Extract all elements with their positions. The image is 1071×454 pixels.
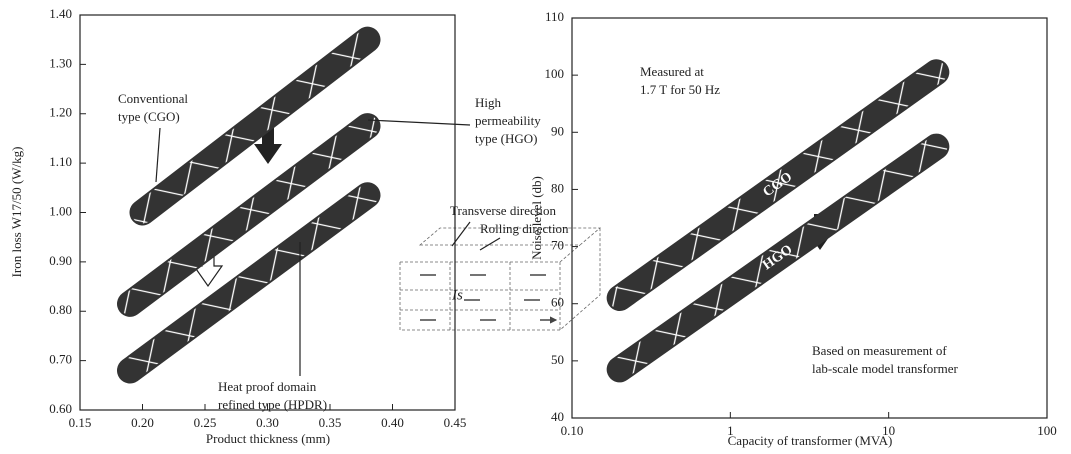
- annotation: Measured at: [640, 64, 704, 79]
- annotation: Rolling direction: [480, 221, 569, 236]
- annotation: High: [475, 95, 502, 110]
- y-tick-label: 40: [551, 409, 564, 424]
- annotation: Based on measurement of: [812, 343, 947, 358]
- domain-inset: [400, 222, 600, 330]
- figure: 0.15 0.20 0.25 0.30 0.35 0.40 0.45 0.60 0.70 0.80…: [0, 0, 1071, 454]
- x-axis-label: Product thickness (mm): [206, 431, 330, 446]
- x-tick-label: 0.35: [319, 415, 342, 430]
- annotation: type (HGO): [475, 131, 537, 146]
- annotation: Conventional: [118, 91, 188, 106]
- y-tick-label: 60: [551, 295, 564, 310]
- y-tick-label: 1.00: [49, 203, 72, 218]
- annotation: Heat proof domain: [218, 379, 317, 394]
- x-tick-label: 0.45: [444, 415, 467, 430]
- x-tick-label: 0.15: [69, 415, 92, 430]
- y-tick-label: 0.80: [49, 302, 72, 317]
- y-axis-label: Iron loss W17/50 (W/kg): [9, 147, 24, 278]
- annotation: lab-scale model transformer: [812, 361, 958, 376]
- annotation: 1.7 T for 50 Hz: [640, 82, 720, 97]
- y-tick-label: 1.20: [49, 105, 72, 120]
- x-tick-label: 100: [1037, 423, 1057, 438]
- y-tick-label: 1.10: [49, 154, 72, 169]
- x-tick-label: 0.30: [256, 415, 279, 430]
- y-tick-label: 70: [551, 238, 564, 253]
- y-tick-label: 0.90: [49, 253, 72, 268]
- x-tick-label: 0.25: [194, 415, 217, 430]
- annotation: permeability: [475, 113, 541, 128]
- annotation: type (CGO): [118, 109, 180, 124]
- leader-line: [156, 128, 160, 182]
- x-axis-label: Capacity of transformer (MVA): [728, 433, 893, 448]
- y-tick-label: 0.70: [49, 352, 72, 367]
- y-tick-label: 50: [551, 352, 564, 367]
- x-tick-label: 0.20: [131, 415, 154, 430]
- x-tick-label: 0.40: [381, 415, 404, 430]
- y-tick-label: 1.40: [49, 6, 72, 21]
- y-tick-label: 110: [545, 9, 564, 24]
- annotation: Is: [451, 287, 463, 303]
- y-axis-label: Noise level (db): [529, 176, 544, 260]
- y-tick-label: 80: [551, 180, 564, 195]
- annotation: refined type (HPDR): [218, 397, 327, 412]
- x-tick-label: 0.10: [561, 423, 584, 438]
- y-tick-label: 100: [545, 66, 565, 81]
- y-tick-label: 1.30: [49, 55, 72, 70]
- y-tick-label: 90: [551, 123, 564, 138]
- band-hatch: [143, 40, 368, 213]
- y-tick-label: 0.60: [49, 401, 72, 416]
